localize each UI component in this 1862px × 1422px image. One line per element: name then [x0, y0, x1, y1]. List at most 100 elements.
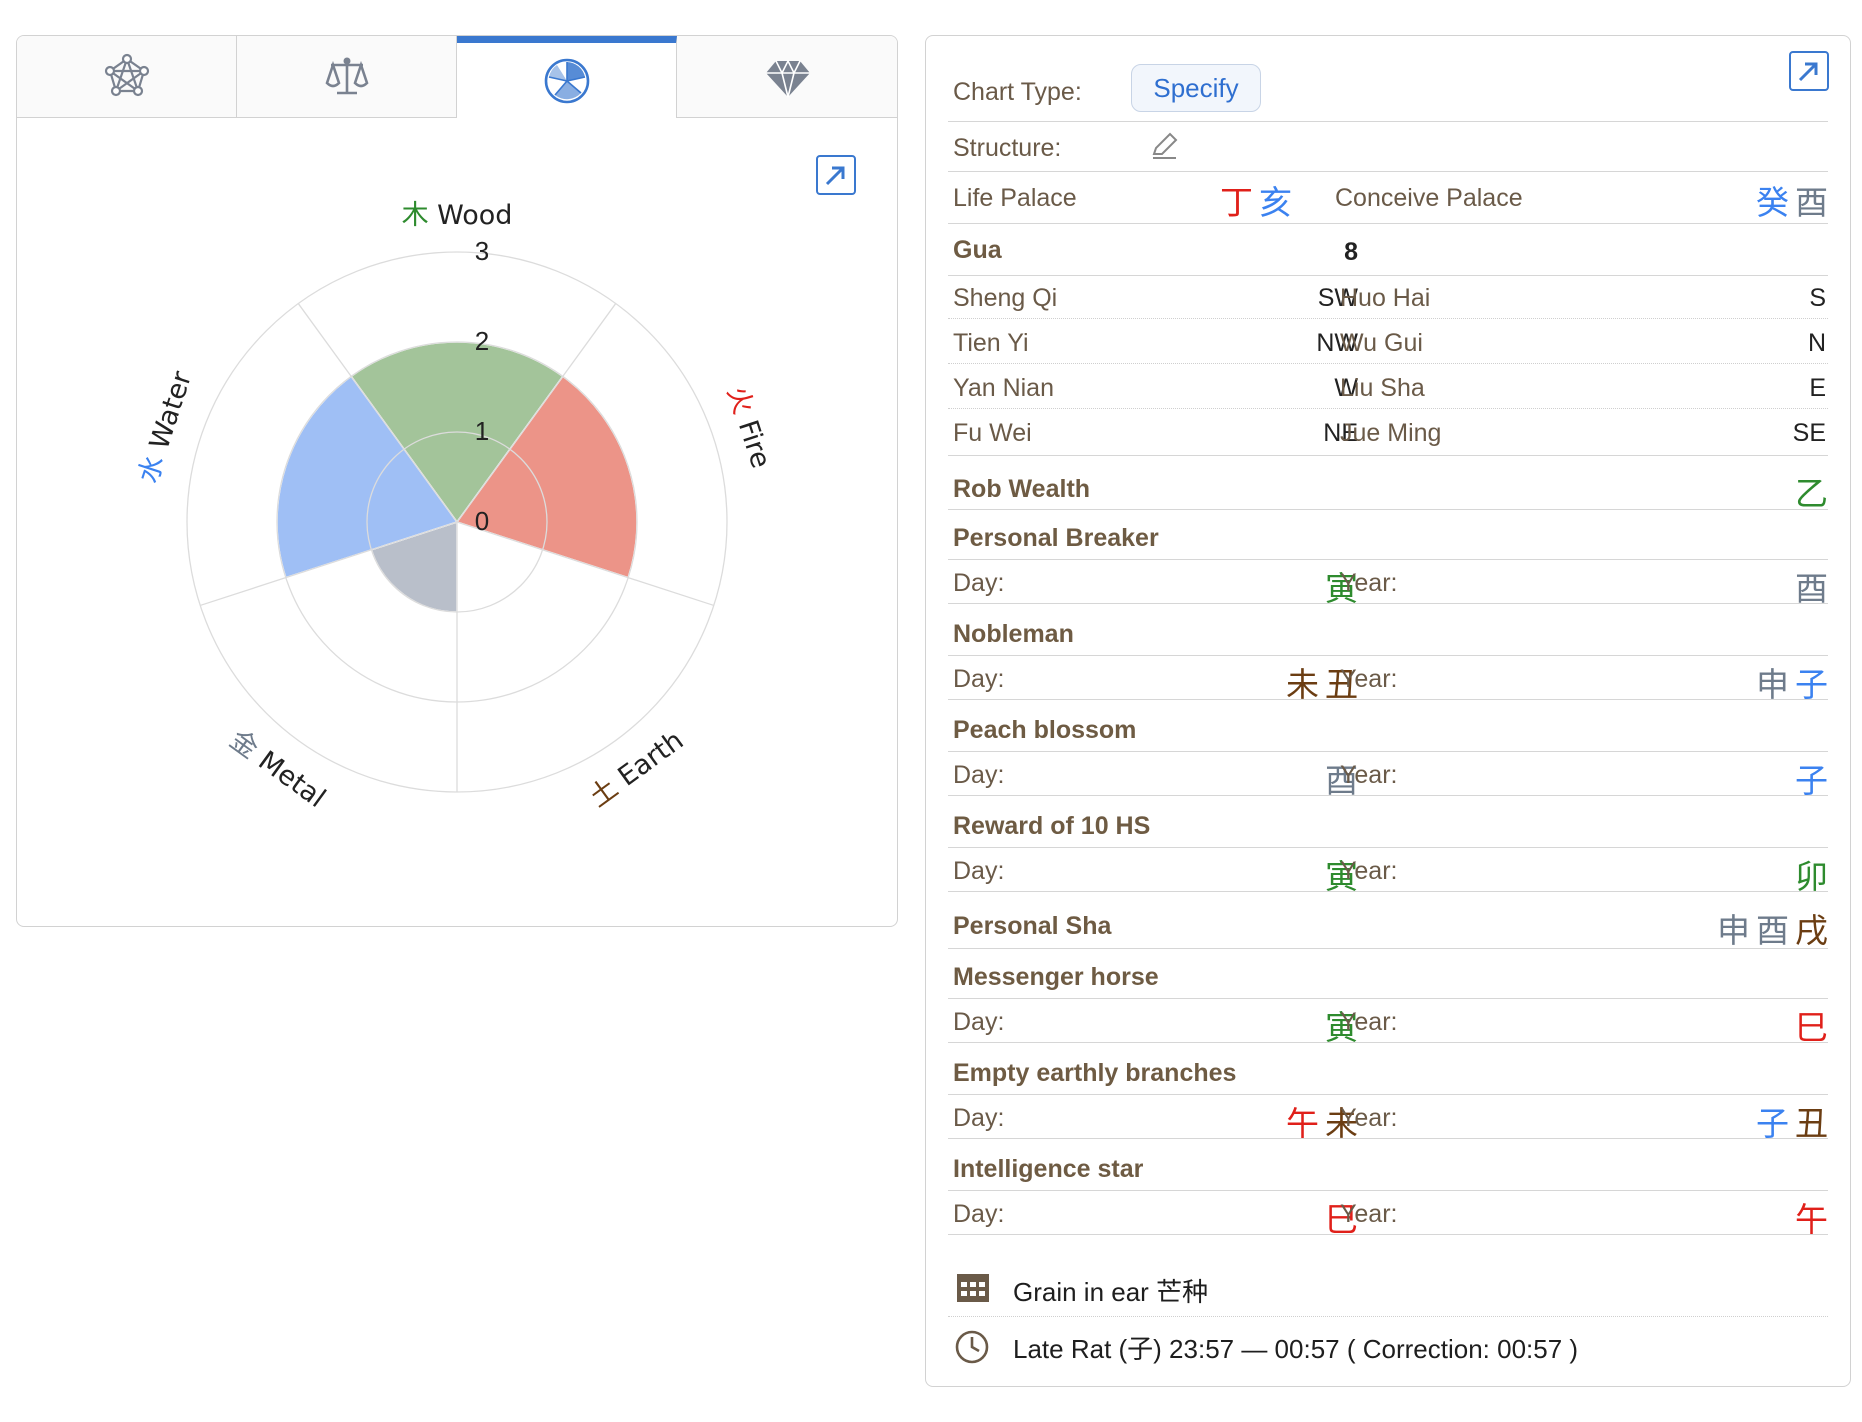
category-label-text: 金 Metal — [224, 724, 331, 814]
direction-left-label: Tien Yi — [953, 329, 1029, 357]
direction-left-value: W — [1334, 374, 1358, 402]
tab-diamond[interactable] — [677, 36, 897, 118]
direction-left-value: NW — [1316, 329, 1358, 357]
diamond-icon — [766, 58, 810, 97]
direction-row: Yan Nian W Liu Sha E — [948, 366, 1828, 409]
section-title: Intelligence star — [953, 1155, 1144, 1183]
expand-chart-button[interactable] — [816, 155, 856, 195]
section-title-row: Intelligence star — [948, 1141, 1828, 1191]
solar-term-row: Grain in ear 芒种 — [948, 1256, 1828, 1317]
conceive-palace-value: 癸酉 — [1756, 183, 1834, 222]
day-value: 寅 — [1325, 569, 1364, 608]
personal-sha-row: Personal Sha 申酉戌 — [948, 892, 1828, 950]
chart-type-row: Chart Type: Specify — [948, 56, 1828, 122]
day-year-row: Day: 午未 Year: 子丑 — [948, 1095, 1828, 1143]
five-elements-polar-chart: 0 1 2 3 木 Wood 火 Fire 土 Earth 金 Metal 水 Water — [132, 200, 776, 814]
direction-left-label: Sheng Qi — [953, 284, 1058, 312]
day-value: 寅 — [1325, 857, 1364, 896]
palace-row: Life Palace 丁亥 Conceive Palace 癸酉 — [948, 172, 1828, 224]
direction-right-label: Wu Gui — [1340, 329, 1423, 357]
day-value: 未丑 — [1286, 665, 1364, 704]
category-en: Fire — [732, 416, 776, 471]
life-palace-label: Life Palace — [953, 184, 1077, 212]
category-label-text: 水 Water — [132, 367, 197, 487]
year-value: 子丑 — [1756, 1104, 1834, 1143]
solar-term-text: Grain in ear 芒种 — [1013, 1277, 1209, 1307]
chart-type-label: Chart Type: — [953, 78, 1082, 106]
day-year-row: Day: 寅 Year: 卯 — [948, 848, 1828, 896]
direction-left-label: Yan Nian — [953, 374, 1054, 402]
section-title-row: Nobleman — [948, 606, 1828, 656]
section-title: Nobleman — [953, 620, 1074, 648]
section-title-row: Personal Breaker — [948, 510, 1828, 560]
radial-tick-label: 2 — [475, 326, 489, 356]
year-label: Year: — [1340, 1200, 1398, 1228]
day-value: 巳 — [1325, 1200, 1364, 1239]
structure-row: Structure: — [948, 122, 1828, 172]
year-value: 午 — [1795, 1200, 1834, 1239]
day-label: Day: — [953, 857, 1005, 885]
day-year-row: Day: 酉 Year: 子 — [948, 752, 1828, 800]
structure-label: Structure: — [953, 134, 1062, 162]
day-value: 午未 — [1286, 1104, 1364, 1143]
section-title-row: Reward of 10 HS — [948, 798, 1828, 848]
rob-wealth-row: Rob Wealth 乙 — [948, 455, 1828, 513]
year-label: Year: — [1340, 857, 1398, 885]
direction-right-value: E — [1809, 374, 1826, 402]
specify-button[interactable]: Specify — [1131, 64, 1261, 112]
pencil-icon[interactable] — [1148, 130, 1180, 162]
expand-details-button[interactable] — [1789, 51, 1829, 91]
category-en: Water — [143, 367, 197, 453]
direction-right-value: SE — [1792, 419, 1826, 447]
year-label: Year: — [1340, 1008, 1398, 1036]
section-title: Empty earthly branches — [953, 1059, 1237, 1087]
day-label: Day: — [953, 761, 1005, 789]
tab-network[interactable] — [17, 36, 237, 118]
category-label-text: 木 Wood — [402, 200, 513, 231]
tab-balance[interactable] — [237, 36, 457, 118]
grid-spoke — [297, 303, 458, 523]
direction-row: Sheng Qi SW Huo Hai S — [948, 276, 1828, 319]
section-title: Personal Breaker — [953, 524, 1159, 552]
tab-bar — [17, 36, 897, 118]
network-pentagon-icon — [104, 53, 149, 96]
direction-left-value: NE — [1323, 419, 1358, 447]
direction-left-label: Fu Wei — [953, 419, 1032, 447]
grid-spoke — [456, 521, 714, 607]
tab-element-wheel[interactable] — [457, 36, 677, 118]
life-palace-value: 丁亥 — [1220, 183, 1298, 222]
category-label-metal: 金 Metal — [224, 724, 331, 814]
year-value: 卯 — [1795, 857, 1834, 896]
year-value: 子 — [1795, 761, 1834, 800]
category-label-fire: 火 Fire — [721, 383, 776, 472]
day-year-row: Day: 巳 Year: 午 — [948, 1191, 1828, 1239]
day-year-row: Day: 未丑 Year: 申子 — [948, 656, 1828, 704]
category-label-earth: 土 Earth — [583, 724, 689, 813]
direction-row: Fu Wei NE Jue Ming SE — [948, 411, 1828, 456]
day-year-row: Day: 寅 Year: 酉 — [948, 560, 1828, 608]
section-title-row: Peach blossom — [948, 702, 1828, 752]
day-label: Day: — [953, 665, 1005, 693]
category-cn: 木 — [402, 200, 438, 231]
year-label: Year: — [1340, 1104, 1398, 1132]
direction-left-value: SW — [1317, 284, 1358, 312]
category-en: Wood — [437, 200, 512, 231]
year-value: 申子 — [1756, 665, 1834, 704]
day-value: 酉 — [1325, 761, 1364, 800]
section-title-row: Empty earthly branches — [948, 1045, 1828, 1095]
hour-text: Late Rat (子) 23:57 — 00:57 ( Correction:… — [1013, 1334, 1579, 1364]
personal-sha-label: Personal Sha — [953, 912, 1112, 940]
clock-icon — [955, 1330, 989, 1364]
balance-scale-icon — [325, 57, 368, 94]
expand-arrow-icon — [825, 166, 845, 186]
gua-value: 8 — [1344, 238, 1358, 266]
day-year-row: Day: 寅 Year: 巳 — [948, 999, 1828, 1047]
day-label: Day: — [953, 1200, 1005, 1228]
radial-tick-label: 3 — [475, 236, 489, 266]
hour-row: Late Rat (子) 23:57 — 00:57 ( Correction:… — [948, 1317, 1828, 1373]
section-title: Peach blossom — [953, 716, 1137, 744]
section-title: Messenger horse — [953, 963, 1159, 991]
category-label-wood: 木 Wood — [402, 200, 513, 231]
day-label: Day: — [953, 1104, 1005, 1132]
section-title: Reward of 10 HS — [953, 812, 1151, 840]
